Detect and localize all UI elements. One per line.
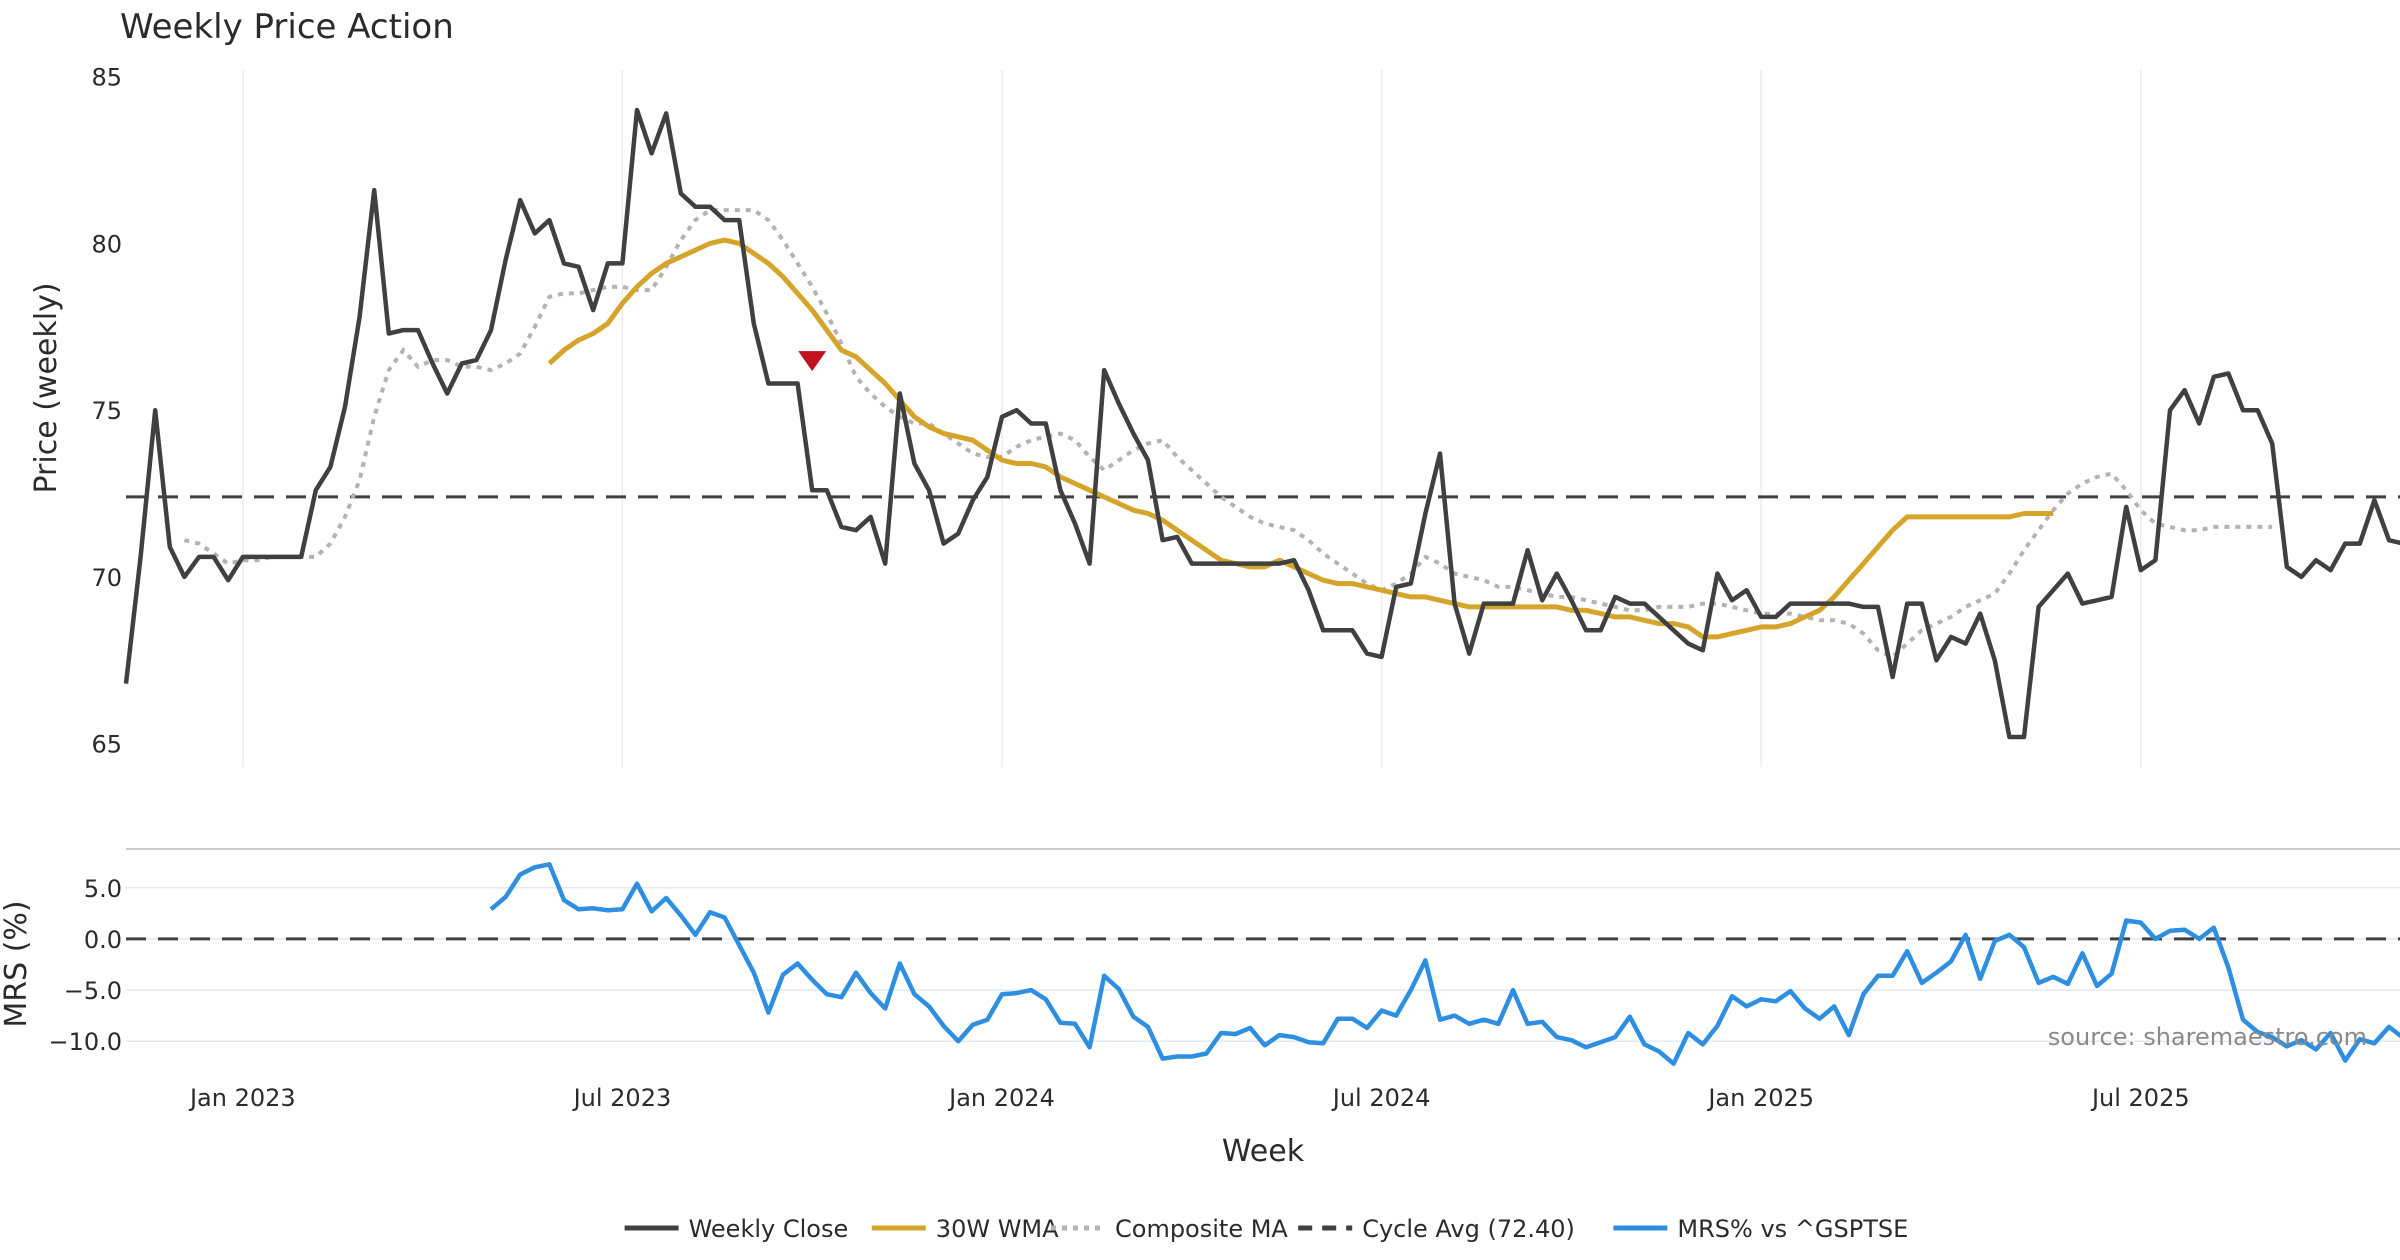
price-y-tick-label: 65 bbox=[91, 731, 122, 759]
price-y-tick-label: 80 bbox=[91, 230, 122, 258]
legend-label: Weekly Close bbox=[689, 1215, 849, 1243]
legend-item: Composite MA bbox=[1051, 1215, 1288, 1243]
legend-item: Cycle Avg (72.40) bbox=[1298, 1215, 1575, 1243]
price-gridlines bbox=[242, 70, 2142, 767]
legend-label: Cycle Avg (72.40) bbox=[1362, 1215, 1575, 1243]
x-tick-label: Jul 2024 bbox=[1331, 1084, 1431, 1112]
x-axis-label: Week bbox=[1222, 1134, 1305, 1169]
mrs-line bbox=[489, 862, 2400, 1066]
mrs-y-axis-label: MRS (%) bbox=[0, 900, 34, 1027]
price-y-axis-label: Price (weekly) bbox=[29, 282, 64, 493]
price-y-tick-label: 70 bbox=[91, 564, 122, 592]
composite-ma-line bbox=[183, 208, 2273, 660]
mrs-y-tick-label: −5.0 bbox=[64, 977, 122, 1005]
legend-item: MRS% vs ^GSPTSE bbox=[1613, 1215, 1908, 1243]
x-tick-label: Jan 2023 bbox=[188, 1084, 296, 1112]
x-tick-label: Jan 2024 bbox=[947, 1084, 1055, 1112]
x-tick-label: Jan 2025 bbox=[1706, 1084, 1814, 1112]
chart-title: Weekly Price Action bbox=[120, 7, 454, 47]
source-note: source: sharemaestro.com bbox=[2048, 1023, 2367, 1051]
legend-item: 30W WMA bbox=[871, 1215, 1059, 1243]
mrs-panel: 5.0 0.0 −5.0 −10.0 MRS (%) source: sharemae… bbox=[0, 862, 2400, 1066]
mrs-y-tick-label: 5.0 bbox=[84, 875, 122, 903]
price-y-ticks: 65 70 75 80 85 bbox=[91, 64, 122, 759]
mrs-y-tick-label: −10.0 bbox=[48, 1028, 122, 1056]
x-axis-ticks: Jan 2023 Jul 2023 Jan 2024 Jul 2024 Jan 2025… bbox=[188, 1084, 2190, 1112]
legend-label: 30W WMA bbox=[936, 1215, 1059, 1243]
legend-label: Composite MA bbox=[1115, 1215, 1288, 1243]
price-y-tick-label: 75 bbox=[91, 397, 122, 425]
price-panel: 65 70 75 80 85 Price (weekly) bbox=[29, 64, 2400, 767]
legend: Weekly Close 30W WMA Composite MA Cycle Avg… bbox=[624, 1215, 1908, 1243]
mrs-gridlines bbox=[126, 887, 2400, 1042]
mrs-y-tick-label: 0.0 bbox=[84, 926, 122, 954]
x-tick-label: Jul 2023 bbox=[572, 1084, 672, 1112]
weekly-close-line bbox=[123, 107, 2400, 740]
legend-item: Weekly Close bbox=[624, 1215, 849, 1243]
mrs-y-ticks: 5.0 0.0 −5.0 −10.0 bbox=[48, 875, 122, 1056]
sell-signal-marker bbox=[798, 351, 827, 372]
legend-label: MRS% vs ^GSPTSE bbox=[1677, 1215, 1908, 1243]
x-tick-label: Jul 2025 bbox=[2090, 1084, 2190, 1112]
price-y-tick-label: 85 bbox=[91, 64, 122, 92]
